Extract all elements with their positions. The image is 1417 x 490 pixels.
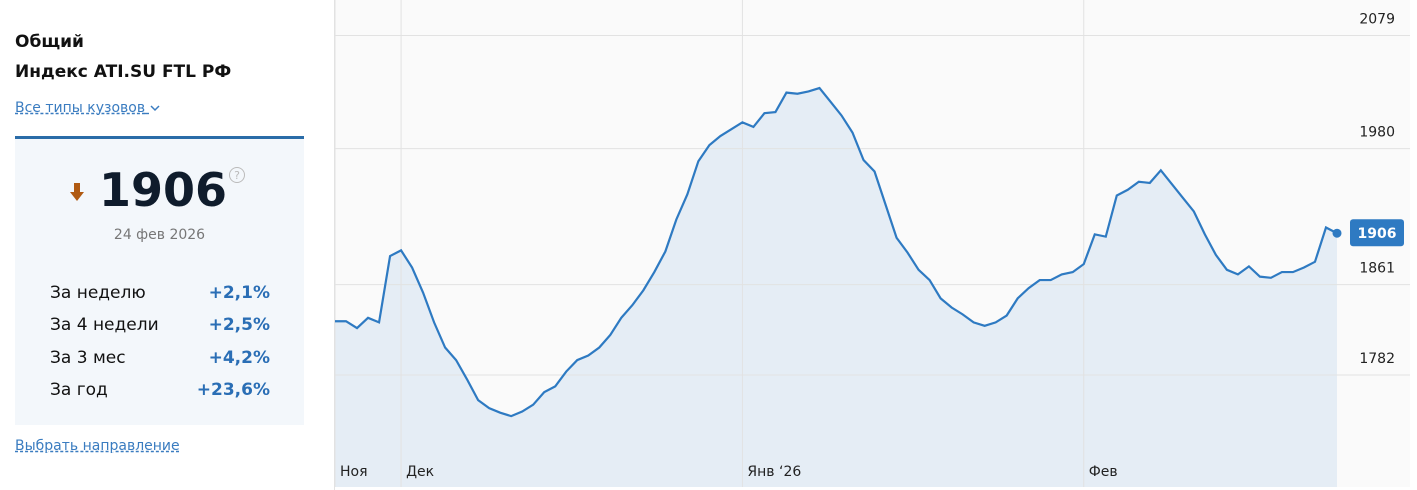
stat-value: +2,5% [208, 315, 270, 335]
stat-row: За 4 недели +2,5% [50, 315, 270, 335]
y-tick-label: 2079 [1359, 11, 1395, 27]
stat-row: За 3 мес +4,2% [50, 348, 270, 368]
y-tick-label: 1980 [1359, 125, 1395, 141]
value-badge [1350, 219, 1404, 247]
direction-link[interactable]: Выбрать направление [15, 438, 180, 454]
stat-label: За год [50, 380, 108, 400]
chevron [150, 105, 160, 112]
stat-label: За неделю [50, 283, 146, 303]
svg-text:?: ? [234, 169, 240, 182]
y-tick-label: 1782 [1359, 351, 1395, 367]
value-badge-label: 1906 [1358, 226, 1397, 242]
end-point [1332, 228, 1342, 238]
stat-value: +23,6% [196, 380, 270, 400]
x-tick-label: Янв ‘26 [747, 464, 801, 480]
stat-label: За 3 мес [50, 348, 126, 368]
panel-title: Общий [15, 32, 84, 52]
body-filter[interactable]: Все типы кузовов [15, 100, 160, 116]
chart: 1782 1861 1980 2079 Ноя Дек Янв ‘26 Фев 1906 [335, 0, 1410, 487]
x-tick-label: Фев [1089, 464, 1118, 480]
panel-subtitle: Индекс ATI.SU FTL РФ [15, 62, 232, 82]
x-tick-label: Дек [406, 464, 434, 480]
stat-row: За неделю +2,1% [50, 283, 270, 303]
index-date: 24 фев 2026 [113, 227, 206, 243]
stat-value: +4,2% [208, 348, 270, 368]
body-filter-text[interactable]: Все типы кузовов [15, 100, 146, 116]
down-arrow [70, 183, 84, 201]
stat-row: За год +23,6% [50, 380, 270, 400]
help-icon[interactable]: ? [228, 166, 246, 184]
y-tick-label: 1861 [1359, 261, 1395, 277]
stat-label: За 4 недели [50, 315, 159, 335]
index-value: 1906 [99, 163, 228, 217]
line [335, 86, 1338, 418]
x-tick-label: Ноя [340, 464, 368, 480]
side-panel: Общий Индекс ATI.SU FTL РФ Все типы кузо… [0, 0, 335, 490]
stat-value: +2,1% [208, 283, 270, 303]
area-fill [335, 88, 1337, 487]
index-box: 1906 ? 24 фев 2026 За неделю +2,1% За 4 н… [15, 136, 304, 425]
